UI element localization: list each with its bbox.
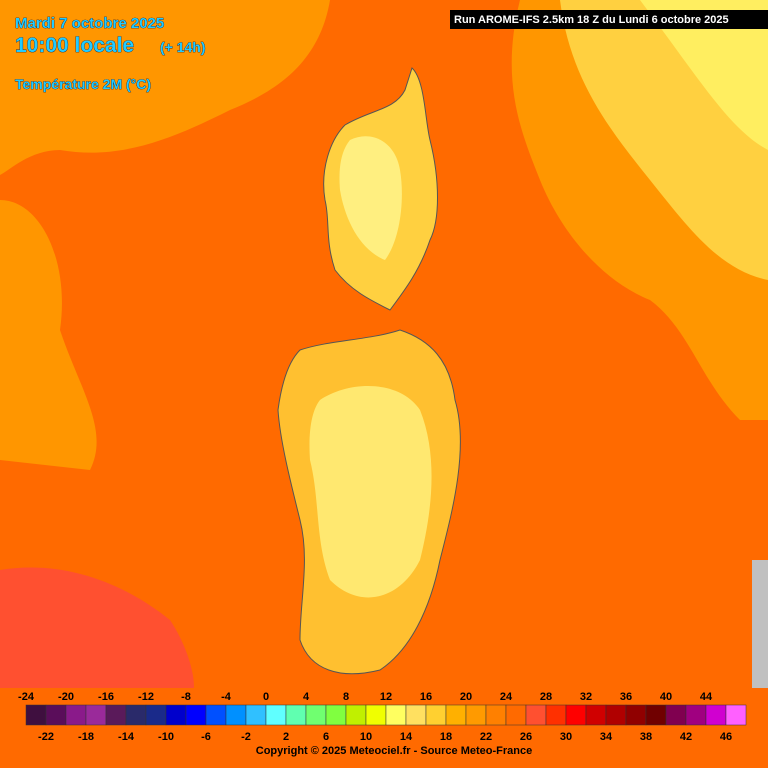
- legend-label: 16: [420, 691, 432, 703]
- legend-cell: [165, 704, 187, 726]
- date: Mardi 7 octobre 2025: [15, 15, 164, 32]
- legend-cell: [665, 704, 687, 726]
- legend-label: 2: [283, 731, 289, 743]
- legend-cell: [685, 704, 707, 726]
- legend-label: 36: [620, 691, 632, 703]
- legend-label: -22: [38, 731, 54, 743]
- legend-label: 42: [680, 731, 692, 743]
- legend-cell: [205, 704, 227, 726]
- legend-cell: [725, 704, 747, 726]
- legend-label: -18: [78, 731, 94, 743]
- legend-cell: [45, 704, 67, 726]
- legend-label: -10: [158, 731, 174, 743]
- legend-label: 8: [343, 691, 349, 703]
- legend-label: 38: [640, 731, 652, 743]
- legend-cell: [225, 704, 247, 726]
- legend-label: -12: [138, 691, 154, 703]
- legend-cell: [705, 704, 727, 726]
- legend-label: -8: [181, 691, 191, 703]
- legend-label: 6: [323, 731, 329, 743]
- legend-cell: [385, 704, 407, 726]
- legend-label: 14: [400, 731, 413, 743]
- legend-label: 4: [303, 691, 310, 703]
- warm-zone: [0, 200, 97, 470]
- legend-cell: [565, 704, 587, 726]
- legend-label: -24: [18, 691, 35, 703]
- legend-cell: [645, 704, 667, 726]
- parameter: Température 2M (°C): [15, 76, 151, 92]
- legend-cell: [345, 704, 367, 726]
- legend-cell: [605, 704, 627, 726]
- legend-cell: [365, 704, 387, 726]
- legend-label: 26: [520, 731, 532, 743]
- legend-label: 18: [440, 731, 452, 743]
- legend-label: -14: [118, 731, 135, 743]
- legend-label: 30: [560, 731, 572, 743]
- legend-label: 0: [263, 691, 269, 703]
- no-data: [752, 560, 768, 700]
- legend-cell: [425, 704, 447, 726]
- legend-label: 24: [500, 691, 513, 703]
- sardinia-highlands: [309, 386, 432, 598]
- legend-cell: [285, 704, 307, 726]
- legend-cell: [125, 704, 147, 726]
- legend-label: 10: [360, 731, 372, 743]
- time: 10:00 locale: [15, 34, 134, 57]
- legend-cell: [185, 704, 207, 726]
- legend-label: -16: [98, 691, 114, 703]
- legend-label: 40: [660, 691, 672, 703]
- legend-cell: [265, 704, 287, 726]
- land-italy: [640, 0, 768, 150]
- legend-cell: [585, 704, 607, 726]
- legend-label: 32: [580, 691, 592, 703]
- copyright: Copyright © 2025 Meteociel.fr - Source M…: [256, 745, 532, 757]
- legend-cell: [485, 704, 507, 726]
- legend-label: -20: [58, 691, 74, 703]
- offset: (+ 14h): [160, 39, 206, 55]
- hot-zone: [0, 567, 194, 700]
- legend-label: -4: [221, 691, 232, 703]
- corsica-highlands: [339, 136, 402, 260]
- legend-cell: [65, 704, 87, 726]
- legend-cell: [245, 704, 267, 726]
- legend-label: 28: [540, 691, 552, 703]
- legend-cell: [545, 704, 567, 726]
- legend: -24-22-20-18-16-14-12-10-8-6-4-202468101…: [18, 691, 747, 743]
- legend-cell: [445, 704, 467, 726]
- legend-cell: [465, 704, 487, 726]
- legend-cell: [105, 704, 127, 726]
- legend-label: -6: [201, 731, 211, 743]
- legend-label: 12: [380, 691, 392, 703]
- legend-cell: [25, 704, 47, 726]
- legend-cell: [305, 704, 327, 726]
- legend-label: -2: [241, 731, 251, 743]
- legend-label: 34: [600, 731, 613, 743]
- legend-cell: [405, 704, 427, 726]
- warm-zone: [0, 0, 330, 175]
- legend-cell: [625, 704, 647, 726]
- run-box: [450, 10, 768, 29]
- legend-cell: [325, 704, 347, 726]
- legend-label: 44: [700, 691, 713, 703]
- legend-cell: [145, 704, 167, 726]
- legend-cell: [525, 704, 547, 726]
- legend-label: 22: [480, 731, 492, 743]
- legend-label: 20: [460, 691, 472, 703]
- legend-cell: [85, 704, 107, 726]
- run-info: Run AROME-IFS 2.5km 18 Z du Lundi 6 octo…: [454, 14, 729, 26]
- legend-cell: [505, 704, 527, 726]
- legend-label: 46: [720, 731, 732, 743]
- legend-background: [0, 688, 768, 768]
